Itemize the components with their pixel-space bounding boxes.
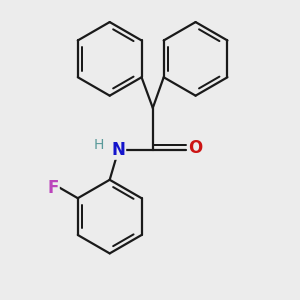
Text: H: H	[94, 138, 104, 152]
Text: F: F	[48, 179, 59, 197]
Text: N: N	[112, 141, 125, 159]
Text: O: O	[188, 139, 202, 157]
